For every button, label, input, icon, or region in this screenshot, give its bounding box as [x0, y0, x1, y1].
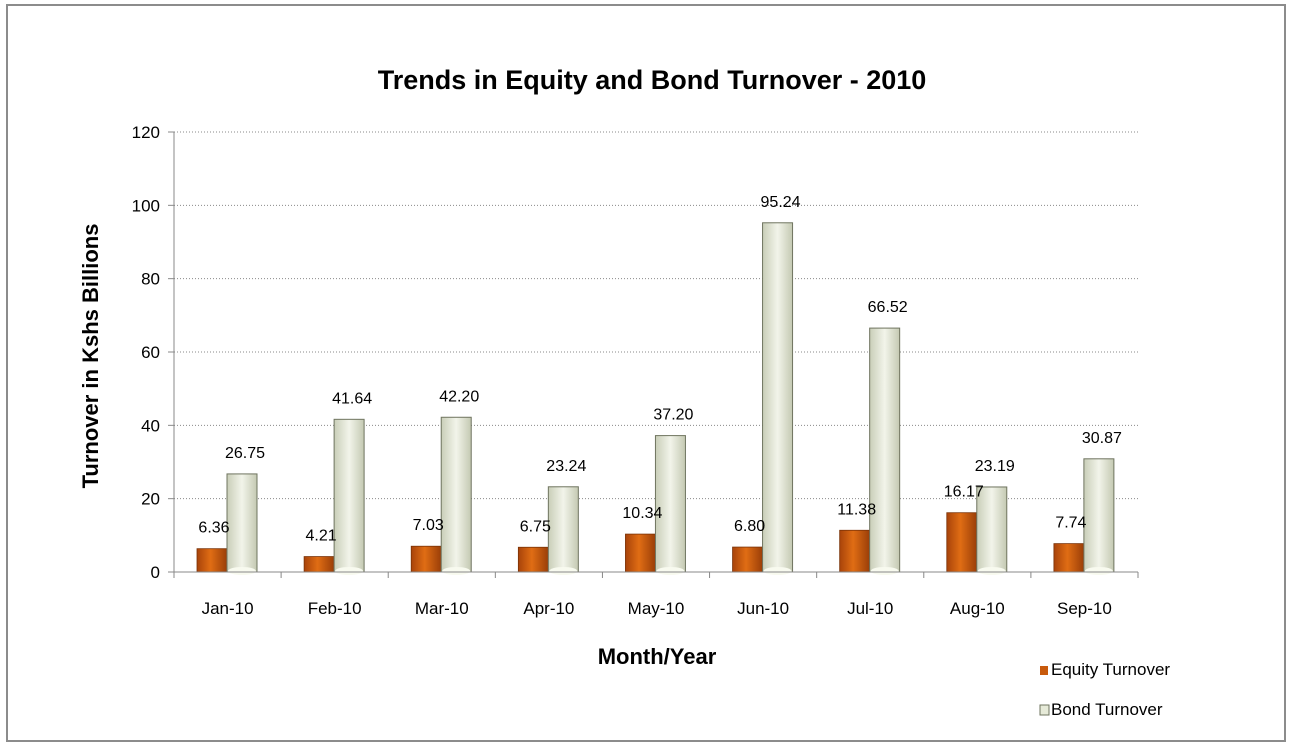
x-tick-label: May-10	[628, 599, 685, 618]
data-label-equity: 7.03	[413, 517, 444, 534]
data-label-equity: 10.34	[622, 505, 662, 522]
bar-bond-base	[442, 567, 471, 575]
bar-bond	[654, 435, 686, 573]
chart-title: Trends in Equity and Bond Turnover - 201…	[378, 65, 927, 95]
data-label-bond: 26.75	[225, 445, 265, 462]
x-axis-title: Month/Year	[598, 644, 717, 669]
bar-bond-base	[763, 567, 792, 575]
bar-bond-base	[228, 567, 256, 575]
data-labels: 6.36 26.75 4.21 41.64 7.03 42.20 6.75 23.24 10.3…	[198, 194, 1122, 545]
data-label-equity: 6.80	[734, 518, 765, 535]
data-label-equity: 6.36	[198, 520, 229, 537]
bar-bond	[869, 327, 901, 573]
y-tick-label: 60	[141, 343, 160, 362]
legend: Equity Turnover Bond Turnover	[1039, 660, 1170, 719]
data-label-equity: 7.74	[1055, 515, 1086, 532]
data-label-equity: 11.38	[837, 501, 876, 518]
bar-equity	[839, 529, 871, 573]
y-tick-label: 120	[132, 123, 160, 142]
bar-bond	[762, 222, 794, 573]
x-tick-label: Mar-10	[415, 599, 469, 618]
legend-swatch-bond	[1039, 704, 1050, 716]
bar-equity	[410, 545, 442, 573]
y-tick-label: 20	[141, 490, 160, 509]
legend-label-bond: Bond Turnover	[1051, 700, 1163, 719]
bar-bond	[547, 486, 579, 573]
legend-label-equity: Equity Turnover	[1051, 660, 1170, 679]
bar-equity	[946, 512, 978, 573]
data-label-bond: 66.52	[868, 299, 908, 316]
bar-chart: Trends in Equity and Bond Turnover - 201…	[78, 65, 1170, 719]
bar-bond	[226, 473, 258, 573]
bar-bond-base	[977, 567, 1006, 575]
y-tick-label: 40	[141, 416, 160, 435]
x-tick-label: Jan-10	[202, 599, 254, 618]
data-label-bond: 30.87	[1082, 430, 1122, 447]
x-tick-label: Apr-10	[523, 599, 574, 618]
data-label-bond: 37.20	[653, 407, 693, 424]
data-label-equity: 4.21	[306, 528, 337, 545]
data-label-bond: 42.20	[439, 388, 479, 405]
bar-bond-base	[656, 567, 685, 575]
bar-bond	[333, 418, 365, 573]
x-tick-label: Jul-10	[847, 599, 893, 618]
bar-bond-base	[870, 567, 899, 575]
bar-bond	[440, 416, 472, 573]
y-tick-label: 80	[141, 270, 160, 289]
legend-swatch-equity	[1040, 666, 1048, 675]
chart-frame: Trends in Equity and Bond Turnover - 201…	[6, 4, 1286, 742]
x-tick-label: Aug-10	[950, 599, 1005, 618]
y-tick-label: 0	[151, 563, 160, 582]
bar-equity	[303, 556, 335, 573]
data-label-bond: 23.24	[546, 458, 586, 475]
bar-bond-base	[549, 567, 578, 575]
data-label-equity: 16.17	[944, 484, 984, 501]
x-tick-label: Jun-10	[737, 599, 789, 618]
bar-equity	[625, 533, 656, 573]
bar-bond-base	[335, 567, 364, 575]
axes: 0 20 40 60 80 100 120 Jan-10 Feb-10 Mar-10 Apr-10 M…	[132, 123, 1139, 618]
bars	[196, 222, 1115, 575]
bar-equity	[196, 548, 228, 573]
x-tick-label: Feb-10	[308, 599, 362, 618]
y-tick-label: 100	[132, 196, 160, 215]
bar-equity	[732, 546, 763, 573]
y-axis-title: Turnover in Kshs Billions	[78, 224, 103, 489]
data-label-bond: 95.24	[761, 194, 801, 211]
data-label-bond: 41.64	[332, 390, 372, 407]
bar-equity	[1053, 543, 1085, 573]
bar-bond	[1083, 458, 1115, 573]
data-label-bond: 23.19	[975, 458, 1015, 475]
bar-equity	[517, 546, 549, 573]
x-tick-label: Sep-10	[1057, 599, 1112, 618]
data-label-equity: 6.75	[520, 518, 551, 535]
bar-bond-base	[1084, 567, 1113, 575]
bar-bond	[976, 486, 1008, 573]
